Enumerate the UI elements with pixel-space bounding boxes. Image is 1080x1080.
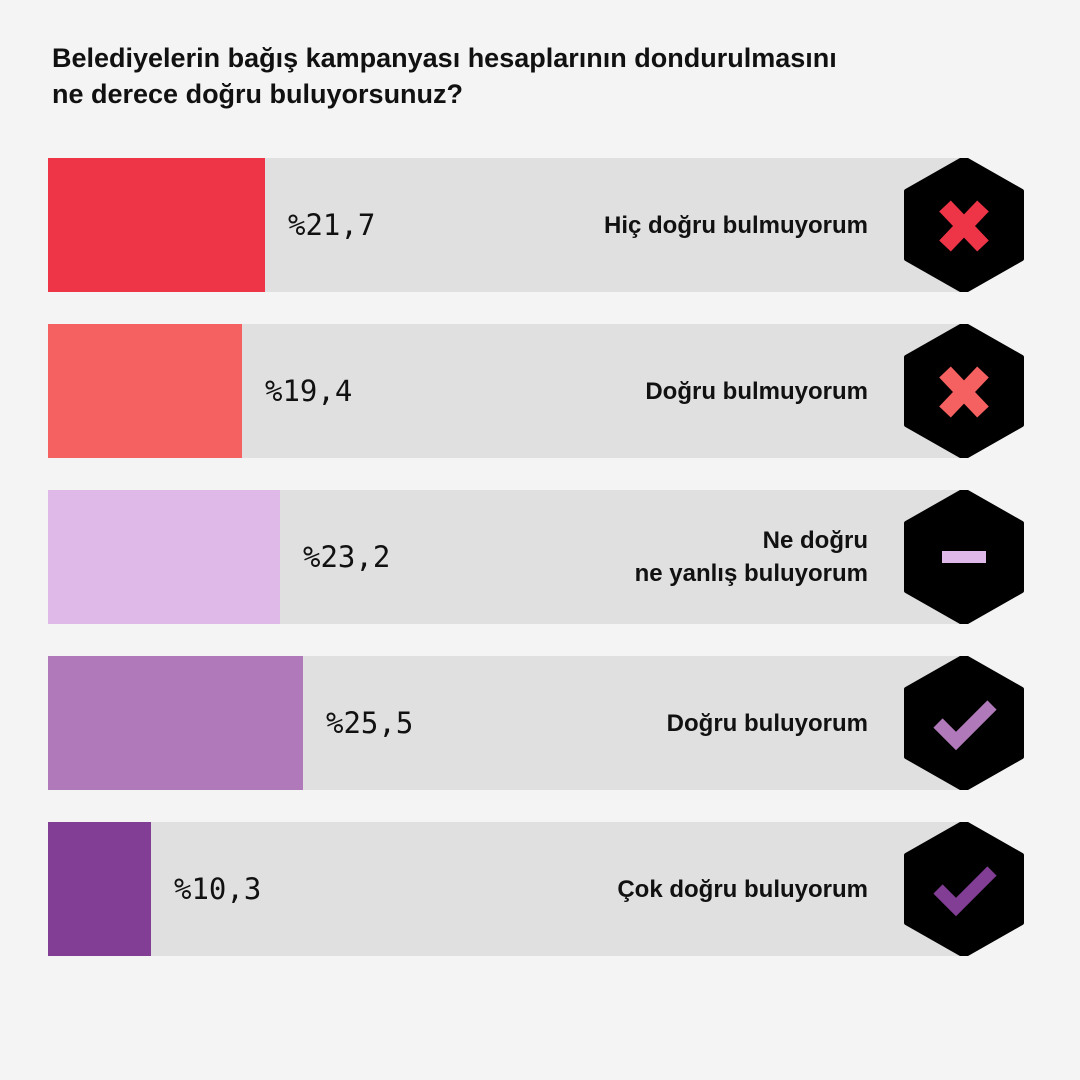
bar-value-label: %19,4 — [265, 374, 353, 408]
bar-value-label: %10,3 — [174, 872, 262, 906]
category-label-line: Ne doğru — [762, 527, 868, 554]
chart-title-line-1: Belediyelerin bağış kampanyası hesapları… — [52, 43, 837, 73]
bar-row: %25,5 Doğru buluyorum — [48, 656, 1048, 790]
bar-row: %21,7 Hiç doğru bulmuyorum — [48, 158, 1048, 292]
hexagon-shape — [904, 656, 1024, 790]
bar-row: %10,3 Çok doğru buluyorum — [48, 822, 1048, 956]
category-label-line: Doğru buluyorum — [666, 709, 868, 737]
hexagon-badge-graphic — [904, 158, 1024, 292]
cross-icon — [939, 200, 989, 252]
bar-value-label: %25,5 — [326, 706, 414, 740]
hexagon-badge — [904, 822, 1024, 956]
cross-icon — [939, 366, 989, 418]
category-label: Ne doğru ne yanlış buluyorum — [635, 490, 868, 624]
check-icon — [933, 866, 997, 917]
bar-value-label: %21,7 — [288, 208, 376, 242]
hexagon-badge-graphic — [904, 822, 1024, 956]
hexagon-badge — [904, 324, 1024, 458]
hexagon-badge — [904, 656, 1024, 790]
chart-title-line-2: ne derece doğru buluyorsunuz? — [52, 79, 464, 109]
bar — [48, 158, 265, 292]
hexagon-shape — [904, 822, 1024, 956]
dash-icon — [942, 551, 986, 563]
hexagon-badge-graphic — [904, 656, 1024, 790]
category-label-line: Doğru bulmuyorum — [645, 377, 868, 405]
hexagon-badge-graphic — [904, 324, 1024, 458]
category-label-line: Çok doğru buluyorum — [617, 875, 868, 903]
hexagon-badge — [904, 158, 1024, 292]
category-label-line: Hiç doğru bulmuyorum — [604, 211, 868, 239]
category-label: Doğru bulmuyorum — [645, 324, 868, 458]
bar-row: %19,4 Doğru bulmuyorum — [48, 324, 1048, 458]
check-icon — [933, 700, 997, 751]
category-label-line: ne yanlış buluyorum — [634, 560, 868, 587]
bar-value-label: %23,2 — [303, 540, 391, 574]
bar — [48, 822, 151, 956]
bar — [48, 324, 242, 458]
hexagon-badge-graphic — [904, 490, 1024, 624]
hexagon-badge — [904, 490, 1024, 624]
chart-title: Belediyelerin bağış kampanyası hesapları… — [52, 40, 992, 112]
category-label: Çok doğru buluyorum — [617, 822, 868, 956]
bar-row: %23,2 Ne doğru ne yanlış buluyorum — [48, 490, 1048, 624]
bar — [48, 656, 303, 790]
category-label: Doğru buluyorum — [667, 656, 868, 790]
category-label: Hiç doğru bulmuyorum — [604, 158, 868, 292]
bar-track — [48, 822, 968, 956]
bar — [48, 490, 280, 624]
